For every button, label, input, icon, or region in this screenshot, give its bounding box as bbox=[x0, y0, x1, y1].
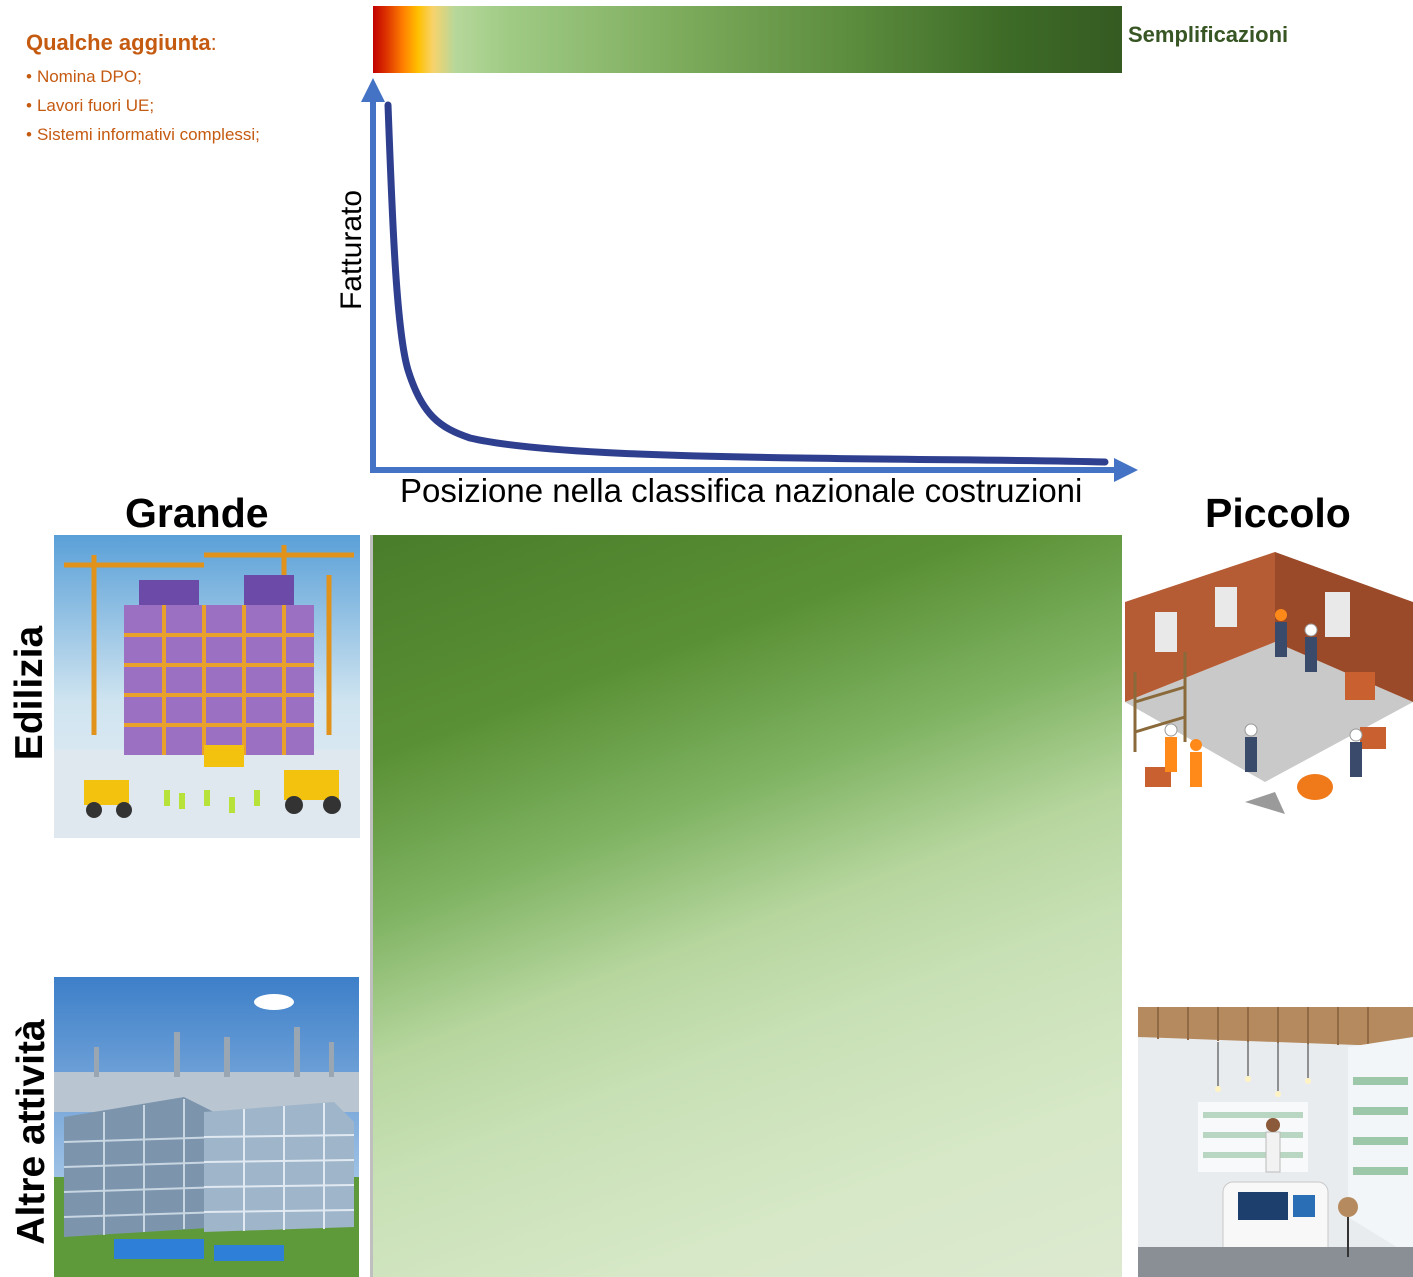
simplifications-label: Semplificazioni bbox=[1128, 22, 1289, 47]
additions-heading: Qualche aggiunta: bbox=[26, 30, 217, 55]
additions-item: Sistemi informativi complessi; bbox=[26, 120, 346, 149]
x-axis-label: Posizione nella classifica nazionale cos… bbox=[400, 472, 1083, 509]
category-label-construction: Edilizia bbox=[8, 625, 51, 761]
revenue-curve-chart bbox=[361, 78, 1138, 482]
additions-list: Nomina DPO; Lavori fuori UE; Sistemi inf… bbox=[26, 62, 346, 149]
x-axis-arrow-icon bbox=[1114, 458, 1138, 482]
small-shop-interior-illustration bbox=[1138, 1007, 1413, 1277]
y-axis-label: Fatturato bbox=[335, 189, 368, 311]
simplifications-gradient-bar bbox=[373, 6, 1122, 73]
size-label-small: Piccolo bbox=[1205, 490, 1351, 536]
category-label-other: Altre attività bbox=[10, 1019, 53, 1245]
small-renovation-workers-illustration bbox=[1125, 552, 1413, 837]
additions-notes: Qualche aggiunta: Nomina DPO; Lavori fuo… bbox=[26, 30, 346, 149]
y-axis-arrow-icon bbox=[361, 78, 385, 102]
simplifications-matrix-area bbox=[370, 535, 1122, 1277]
additions-item: Lavori fuori UE; bbox=[26, 91, 346, 120]
construction-site-illustration bbox=[54, 535, 360, 838]
revenue-curve bbox=[384, 101, 1109, 466]
size-label-large: Grande bbox=[125, 490, 269, 536]
industrial-office-complex-illustration bbox=[54, 977, 359, 1277]
additions-item: Nomina DPO; bbox=[26, 62, 346, 91]
